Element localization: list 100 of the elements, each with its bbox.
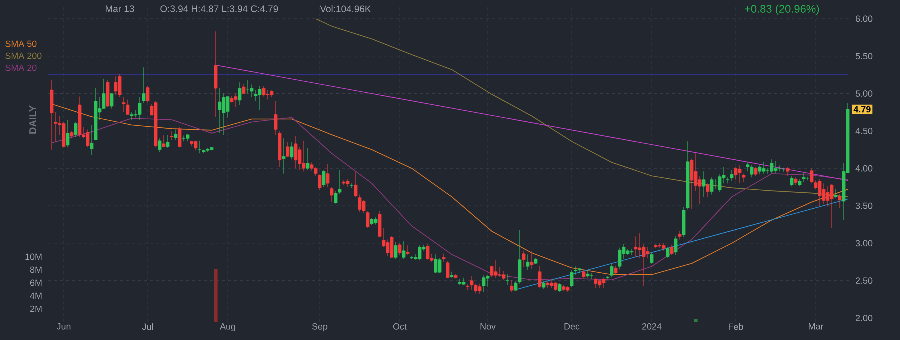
x-tick-label: Feb bbox=[729, 324, 744, 330]
candlestick bbox=[302, 140, 306, 172]
candlestick bbox=[118, 74, 122, 98]
candlestick bbox=[146, 86, 150, 104]
candlestick bbox=[522, 250, 526, 268]
candlestick bbox=[730, 170, 734, 182]
text: DAILY bbox=[30, 106, 36, 134]
candlestick bbox=[322, 170, 326, 188]
candlestick bbox=[678, 231, 682, 240]
candlestick bbox=[114, 76, 118, 96]
candlestick bbox=[802, 172, 806, 182]
text: SMA 20 bbox=[6, 64, 37, 72]
candlestick bbox=[710, 177, 714, 196]
y2-tick-label: 6M bbox=[30, 280, 42, 286]
candlestick bbox=[394, 242, 398, 260]
candlestick bbox=[674, 236, 678, 256]
candlestick bbox=[650, 252, 654, 265]
candlestick bbox=[462, 278, 466, 286]
y-tick-label: 5.50 bbox=[856, 53, 873, 60]
candlestick bbox=[706, 183, 710, 198]
candlestick bbox=[478, 284, 482, 295]
x-tick-label: Sep bbox=[312, 324, 328, 332]
candlestick bbox=[594, 278, 598, 289]
text: SMA 50 bbox=[6, 40, 37, 48]
candlestick bbox=[286, 142, 290, 158]
candlestick bbox=[578, 268, 582, 274]
candlestick bbox=[442, 254, 446, 262]
candlestick bbox=[734, 166, 738, 180]
candlestick bbox=[246, 80, 250, 94]
candlestick bbox=[750, 164, 754, 178]
candlestick bbox=[234, 93, 238, 108]
candlestick bbox=[162, 134, 166, 148]
candlestick bbox=[86, 129, 90, 148]
candlestick bbox=[166, 134, 170, 149]
y-tick-label: 6.00 bbox=[856, 16, 873, 22]
candlestick bbox=[418, 245, 422, 261]
candlestick bbox=[50, 80, 54, 150]
candlestick bbox=[306, 148, 310, 170]
candlestick bbox=[610, 264, 614, 278]
x-tick-label: Aug bbox=[220, 324, 236, 332]
candlestick bbox=[510, 280, 514, 292]
annotation: +0.83 (20.96%) bbox=[745, 4, 820, 16]
candlestick bbox=[178, 127, 182, 148]
candlestick bbox=[258, 86, 262, 111]
x-tick-label: Nov bbox=[480, 324, 496, 330]
candlestick bbox=[458, 279, 462, 286]
x-tick-label: Mar bbox=[809, 324, 824, 330]
y-tick-label: 3.00 bbox=[856, 240, 873, 247]
candlestick bbox=[170, 130, 174, 140]
candlestick bbox=[618, 248, 622, 270]
candlestick bbox=[606, 276, 610, 280]
candlestick bbox=[762, 162, 766, 174]
candlestick bbox=[346, 178, 350, 188]
candlestick bbox=[410, 256, 414, 260]
candlestick bbox=[630, 249, 634, 256]
candlestick bbox=[550, 279, 554, 289]
y2-tick-label: 2M bbox=[30, 306, 42, 312]
annotation: Vol:104.96K bbox=[320, 6, 372, 12]
candlestick bbox=[194, 140, 198, 151]
candlestick bbox=[110, 93, 114, 110]
candlestick bbox=[290, 142, 294, 160]
candlestick bbox=[282, 138, 286, 174]
candlestick bbox=[450, 272, 454, 278]
candlestick bbox=[326, 164, 330, 188]
y-tick-label: 2.50 bbox=[856, 278, 873, 284]
candlestick bbox=[158, 138, 162, 152]
candlestick bbox=[494, 260, 498, 278]
candlestick bbox=[74, 122, 78, 138]
candlestick bbox=[106, 80, 110, 108]
candlestick bbox=[66, 120, 70, 148]
candlestick bbox=[378, 210, 382, 238]
line-series bbox=[316, 18, 848, 198]
candlestick bbox=[634, 236, 638, 258]
candlestick bbox=[830, 184, 834, 229]
candlestick bbox=[122, 97, 126, 113]
candlestick bbox=[818, 178, 822, 206]
candlestick bbox=[330, 187, 334, 203]
candlestick bbox=[670, 244, 674, 256]
candlestick bbox=[498, 267, 502, 278]
candlestick bbox=[482, 275, 486, 292]
y-tick-label: 3.50 bbox=[856, 202, 873, 210]
candlestick bbox=[294, 136, 298, 169]
x-tick-label: 2024 bbox=[642, 324, 662, 330]
y-tick-label: 4.50 bbox=[856, 128, 873, 134]
candlestick bbox=[834, 188, 838, 199]
y-tick-label: 5.00 bbox=[856, 90, 873, 97]
candlestick bbox=[702, 171, 706, 198]
y2-tick-label: 8M bbox=[30, 266, 42, 274]
candlestick bbox=[174, 129, 178, 140]
candlestick bbox=[666, 246, 670, 259]
candlestick bbox=[586, 270, 590, 278]
candlestick bbox=[790, 176, 794, 187]
candlestick bbox=[446, 261, 450, 279]
x-tick-label: Dec bbox=[564, 324, 580, 330]
candlestick bbox=[402, 240, 406, 260]
candlestick bbox=[546, 281, 550, 289]
candlestick bbox=[822, 183, 826, 205]
candlestick bbox=[398, 243, 402, 256]
annotation: 4.79 bbox=[854, 106, 871, 113]
candlestick bbox=[774, 160, 778, 174]
